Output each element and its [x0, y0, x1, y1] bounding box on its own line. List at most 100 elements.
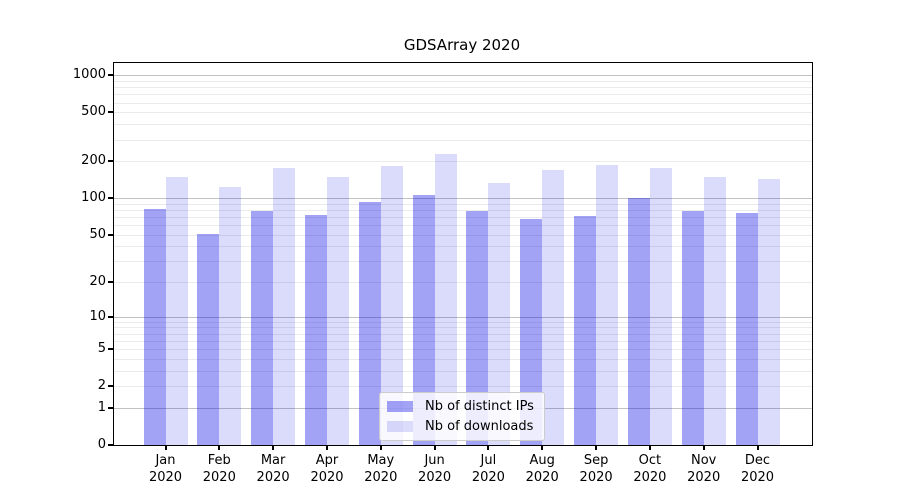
x-tick-mark-sep: [595, 445, 598, 450]
y-tick-label-20: 20: [89, 274, 106, 290]
x-tick-label-jul: Jul 2020: [456, 452, 520, 486]
legend-item-downloads: Nb of downloads: [387, 419, 534, 434]
legend-item-distinct-ips: Nb of distinct IPs: [387, 399, 534, 414]
x-tick-label-feb: Feb 2020: [187, 452, 251, 486]
bar-nb-of-distinct-ips-sep: [574, 215, 597, 445]
gridline-minor-90: [114, 203, 812, 205]
y-tick-label-50: 50: [89, 226, 106, 242]
x-tick-label-year-nov: 2020: [687, 470, 721, 485]
y-tick-mark-0: [108, 444, 113, 446]
legend-label-downloads: Nb of downloads: [425, 419, 534, 434]
bar-nb-of-downloads-jan: [165, 176, 188, 445]
x-tick-mark-nov: [702, 445, 705, 450]
gridline-major-100: [114, 198, 812, 200]
gridline-minor-200: [114, 161, 812, 163]
bar-nb-of-distinct-ips-apr: [305, 214, 327, 445]
x-tick-label-jun: Jun 2020: [403, 452, 467, 486]
x-tick-label-jan: Jan 2020: [134, 452, 198, 486]
x-tick-mark-jul: [487, 445, 490, 450]
gridline-minor-600: [114, 102, 812, 104]
bar-nb-of-distinct-ips-jan: [143, 208, 166, 445]
bar-nb-of-downloads-oct: [649, 168, 672, 445]
y-tick-mark-50: [108, 233, 113, 236]
x-tick-label-month-aug: Aug: [529, 453, 555, 468]
gridline-minor-400: [114, 124, 812, 126]
y-tick-mark-100: [108, 197, 113, 200]
gridline-minor-4: [114, 358, 812, 360]
x-tick-label-month-mar: Mar: [260, 453, 286, 468]
x-tick-label-year-sep: 2020: [579, 470, 613, 485]
x-tick-label-sep: Sep 2020: [564, 452, 628, 486]
gridline-minor-7: [114, 333, 812, 335]
legend-label-distinct-ips: Nb of distinct IPs: [425, 399, 534, 414]
gridline-minor-500: [114, 112, 812, 114]
x-tick-label-mar: Mar 2020: [241, 452, 305, 486]
legend: Nb of distinct IPs Nb of downloads: [379, 392, 545, 441]
y-tick-label-0: 0: [97, 437, 106, 452]
bar-nb-of-distinct-ips-mar: [251, 210, 274, 445]
bar-nb-of-distinct-ips-jul: [466, 211, 489, 445]
x-tick-mark-jun: [433, 445, 436, 450]
y-tick-label-100: 100: [81, 190, 106, 206]
x-tick-label-aug: Aug 2020: [510, 452, 574, 486]
gridline-major-1000: [114, 75, 812, 77]
y-tick-mark-500: [108, 111, 113, 114]
x-tick-label-year-may: 2020: [364, 470, 398, 485]
bar-nb-of-downloads-sep: [596, 165, 619, 445]
bar-nb-of-distinct-ips-aug: [520, 219, 543, 445]
plot-area: Nb of distinct IPs Nb of downloads 0 1 2 5 1…: [73, 62, 813, 485]
x-tick-label-month-oct: Oct: [638, 453, 662, 468]
y-tick-label-1: 1: [97, 399, 106, 415]
x-tick-label-month-nov: Nov: [691, 453, 717, 468]
bar-nb-of-downloads-apr: [327, 176, 349, 445]
y-tick-mark-200: [108, 160, 113, 163]
x-tick-mark-feb: [218, 445, 221, 450]
x-tick-label-month-sep: Sep: [583, 453, 609, 468]
x-tick-label-year-jul: 2020: [471, 470, 505, 485]
x-tick-label-year-jun: 2020: [418, 470, 452, 485]
x-tick-label-may: May 2020: [349, 452, 413, 486]
x-tick-label-oct: Oct 2020: [618, 452, 682, 486]
bar-nb-of-distinct-ips-feb: [197, 233, 220, 445]
x-tick-mark-apr: [326, 445, 328, 450]
y-tick-mark-2: [108, 385, 113, 388]
y-tick-mark-20: [108, 281, 113, 284]
y-tick-mark-1000: [108, 74, 113, 77]
gridline-minor-800: [114, 87, 812, 89]
x-tick-mark-aug: [541, 445, 544, 450]
x-tick-label-month-dec: Dec: [744, 453, 771, 468]
gridline-minor-40: [114, 246, 812, 248]
x-tick-label-apr: Apr 2020: [295, 452, 359, 486]
x-tick-label-year-dec: 2020: [740, 470, 775, 485]
x-tick-label-month-may: May: [367, 453, 395, 468]
y-tick-label-1000: 1000: [72, 67, 106, 83]
x-tick-mark-dec: [756, 445, 759, 450]
x-tick-label-nov: Nov 2020: [672, 452, 736, 486]
x-tick-label-month-jan: Jan: [155, 453, 176, 468]
x-tick-label-year-aug: 2020: [525, 470, 559, 485]
x-tick-label-year-feb: 2020: [202, 470, 236, 485]
y-tick-mark-5: [108, 348, 113, 351]
gridline-minor-80: [114, 209, 812, 211]
bar-nb-of-downloads-dec: [757, 179, 780, 445]
bar-nb-of-distinct-ips-nov: [681, 210, 704, 445]
bar-nb-of-distinct-ips-may: [358, 201, 381, 445]
x-tick-label-year-apr: 2020: [310, 470, 344, 485]
y-tick-mark-10: [108, 315, 113, 318]
bar-nb-of-downloads-mar: [273, 168, 296, 445]
bar-nb-of-distinct-ips-jun: [412, 194, 435, 445]
x-tick-label-dec: Dec 2020: [726, 452, 790, 486]
gridline-minor-2: [114, 386, 812, 388]
x-tick-label-year-mar: 2020: [256, 470, 290, 485]
gridline-minor-900: [114, 81, 812, 82]
bar-nb-of-downloads-aug: [542, 169, 565, 445]
gridline-minor-50: [114, 234, 812, 236]
bar-nb-of-downloads-feb: [219, 187, 242, 445]
x-tick-label-month-feb: Feb: [207, 453, 231, 468]
bar-nb-of-downloads-jul: [488, 182, 511, 445]
y-tick-label-500: 500: [81, 104, 106, 120]
gridline-minor-20: [114, 282, 812, 284]
bar-nb-of-downloads-may: [380, 166, 403, 445]
x-tick-label-year-oct: 2020: [633, 470, 667, 485]
